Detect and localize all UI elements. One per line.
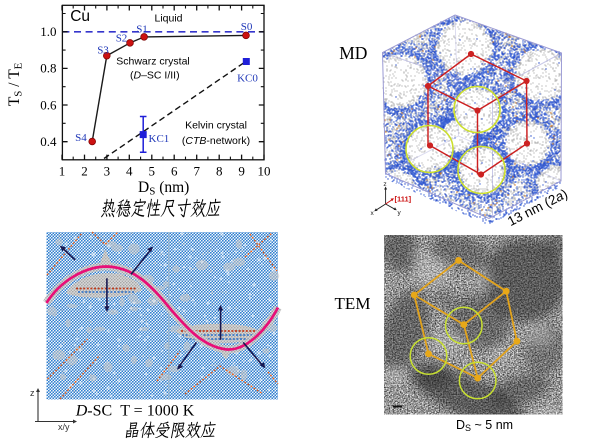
svg-text:Kelvin crystal: Kelvin crystal [185,119,247,131]
svg-text:7: 7 [193,164,200,179]
svg-text:z: z [30,388,35,398]
svg-text:S3: S3 [97,45,109,57]
svg-text:S4: S4 [75,132,87,144]
svg-text:[111]: [111] [395,195,412,204]
svg-text:3: 3 [104,164,111,179]
svg-text:KC0: KC0 [237,73,258,85]
svg-text:D-SC T = 1000 K: D-SC T = 1000 K [75,403,195,420]
svg-text:(CTB-network): (CTB-network) [182,135,250,147]
svg-text:x: x [371,210,375,217]
svg-text:x/y: x/y [58,422,70,432]
svg-text:8: 8 [216,164,223,179]
svg-text:y: y [398,210,402,217]
svg-text:Schwarz crystal: Schwarz crystal [116,55,190,67]
svg-text:6: 6 [171,164,178,179]
svg-text:10: 10 [258,164,271,179]
svg-text:S1: S1 [136,24,148,36]
svg-text:S2: S2 [116,33,128,45]
svg-text:4: 4 [126,164,133,179]
svg-text:z: z [383,181,386,188]
svg-text:DS ~ 5 nm: DS ~ 5 nm [456,418,513,433]
svg-text:0.4: 0.4 [40,134,57,149]
svg-text:1: 1 [59,164,66,179]
svg-text:(D–SC I/II): (D–SC I/II) [130,70,180,82]
svg-text:DS (nm): DS (nm) [138,179,189,198]
svg-text:1.0: 1.0 [40,24,56,39]
svg-text:5: 5 [149,164,156,179]
svg-text:KC1: KC1 [149,133,170,145]
svg-text:Cu: Cu [70,8,90,25]
svg-text:MD: MD [339,43,367,63]
svg-text:S0: S0 [241,21,253,33]
svg-text:TEM: TEM [335,294,371,313]
svg-text:Liquid: Liquid [154,13,182,25]
svg-text:9: 9 [238,164,245,179]
svg-text:0.8: 0.8 [40,61,56,76]
svg-text:0.6: 0.6 [40,97,57,112]
svg-text:2: 2 [81,164,88,179]
